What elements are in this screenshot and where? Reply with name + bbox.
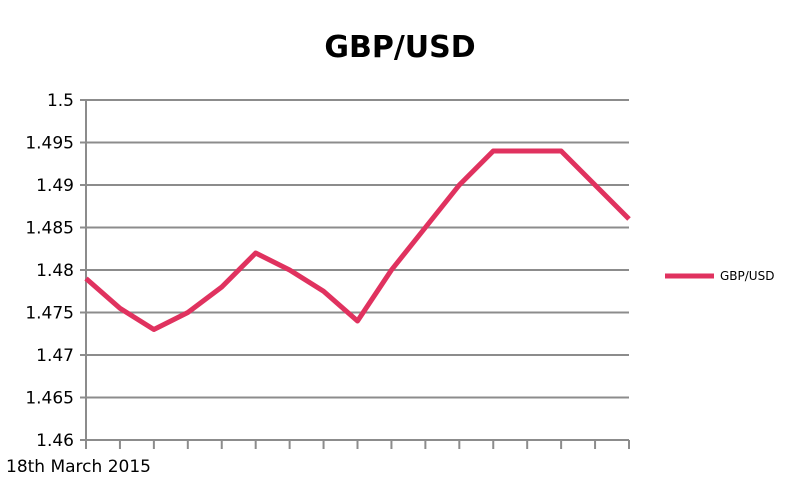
series-line [84, 148, 631, 332]
y-tick-label: 1.475 [25, 304, 74, 324]
legend: GBP/USD [665, 269, 774, 283]
y-tick-label: 1.47 [36, 346, 74, 366]
y-tick-label: 1.49 [36, 176, 74, 196]
x-tick-label: 18th March 2015 [6, 457, 151, 477]
y-tick-label: 1.48 [36, 261, 74, 281]
y-tick-label: 1.495 [25, 134, 74, 154]
legend-label: GBP/USD [720, 269, 774, 283]
chart-title: GBP/USD [324, 30, 475, 65]
y-tick-label: 1.485 [25, 219, 74, 239]
y-tick-label: 1.46 [36, 431, 74, 451]
y-tick-label: 1.5 [47, 91, 74, 111]
y-tick-label: 1.465 [25, 389, 74, 409]
